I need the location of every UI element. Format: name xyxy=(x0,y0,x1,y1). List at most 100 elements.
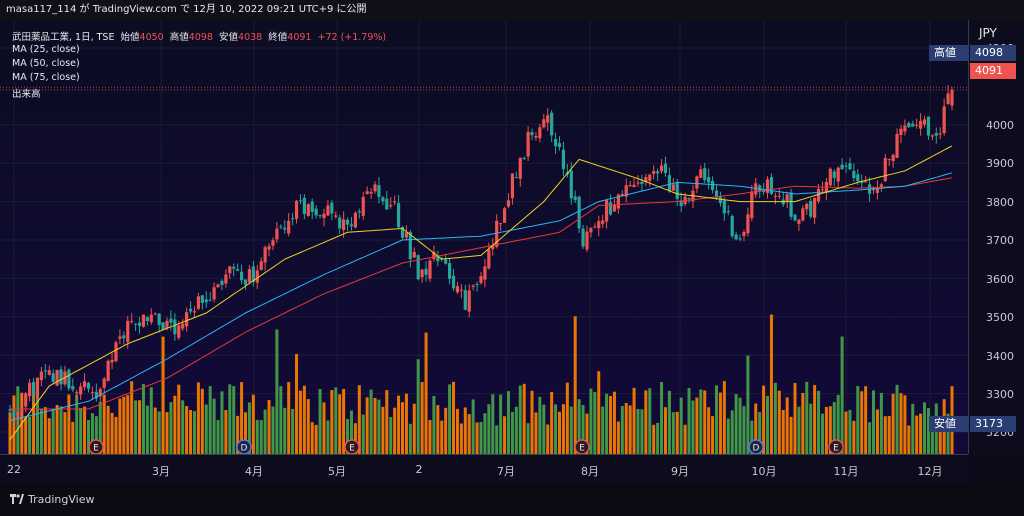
earnings-event-marker[interactable]: E xyxy=(828,439,844,454)
volume-bar xyxy=(601,406,605,454)
volume-bar xyxy=(605,393,609,454)
time-label: 8月 xyxy=(581,465,599,478)
earnings-event-marker[interactable]: E xyxy=(344,439,360,454)
candle-body xyxy=(192,311,197,313)
dividend-event-marker[interactable]: D xyxy=(748,439,764,454)
volume-bar xyxy=(636,409,640,454)
candle-body xyxy=(628,185,632,187)
candle-body xyxy=(259,261,263,270)
candle-body xyxy=(181,323,185,329)
event-marker-circle xyxy=(828,439,844,454)
volume-bar xyxy=(161,336,165,454)
candle-body xyxy=(416,255,420,280)
earnings-event-marker[interactable]: E xyxy=(574,439,590,454)
candle-body xyxy=(287,220,291,234)
candle-body xyxy=(455,286,460,293)
candle-body xyxy=(345,219,350,225)
volume-bar xyxy=(318,388,322,454)
candle-body xyxy=(915,124,919,126)
candle-body xyxy=(801,208,805,221)
legend-volume[interactable]: 出来高 xyxy=(12,89,41,100)
candle-body xyxy=(561,149,566,170)
volume-bar xyxy=(267,400,271,454)
candle-body xyxy=(608,202,613,215)
candle-body xyxy=(620,194,624,196)
price-tick: 3700 xyxy=(986,234,1014,247)
event-marker-circle xyxy=(344,439,360,454)
tradingview-icon xyxy=(10,494,24,504)
candle-body xyxy=(612,205,617,212)
candle-body xyxy=(365,191,369,195)
volume-bar xyxy=(718,392,722,454)
volume-bar xyxy=(534,412,538,454)
volume-bar xyxy=(773,382,777,454)
tradingview-logo[interactable]: TradingView xyxy=(10,493,94,506)
legend-low-value: 4038 xyxy=(238,32,263,43)
candle-body xyxy=(922,119,927,125)
volume-bar xyxy=(722,381,726,454)
candle-body xyxy=(750,191,754,219)
volume-bar xyxy=(145,405,149,454)
candle-body xyxy=(90,392,95,394)
candle-body xyxy=(738,238,742,240)
volume-bar xyxy=(412,403,416,454)
volume-bar xyxy=(558,411,561,454)
volume-bar xyxy=(620,406,624,454)
price-tick: 3400 xyxy=(986,350,1014,363)
candle-body xyxy=(334,215,338,217)
candle-body xyxy=(550,112,554,136)
volume-bar xyxy=(538,396,542,454)
volume-bar xyxy=(660,382,664,454)
volume-bar xyxy=(903,395,907,454)
candle-body xyxy=(51,373,55,382)
candle-body xyxy=(271,240,275,246)
volume-bar xyxy=(569,406,573,454)
candle-body xyxy=(557,143,562,148)
candle-body xyxy=(663,163,668,174)
candle-body xyxy=(24,393,28,407)
price-axis[interactable]: JPY 4200 4000 3900 3800 3700 3600 3500 3… xyxy=(968,20,1024,454)
candle-body xyxy=(581,228,585,247)
legend-ma50[interactable]: MA (50, close) xyxy=(12,58,80,69)
volume-bar xyxy=(118,398,122,454)
volume-bar xyxy=(581,404,585,454)
candle-body xyxy=(514,177,518,179)
volume-bar xyxy=(683,424,687,454)
volume-bar xyxy=(310,422,314,454)
candle-body xyxy=(828,168,832,186)
dividend-event-marker[interactable]: D xyxy=(236,439,252,454)
candle-body xyxy=(338,217,342,229)
volume-bar xyxy=(628,405,632,454)
candle-body xyxy=(703,168,707,181)
volume-bar xyxy=(432,395,436,454)
candle-body xyxy=(714,190,719,198)
candle-body xyxy=(864,181,868,183)
candle-body xyxy=(487,249,491,269)
volume-bar xyxy=(675,411,679,454)
time-axis[interactable]: 22 3月 4月 5月 2 7月 8月 9月 10月 11月 12月 xyxy=(0,454,968,484)
volume-bar xyxy=(393,407,397,454)
legend-ma25[interactable]: MA (25, close) xyxy=(12,44,80,55)
candle-body xyxy=(789,192,793,217)
volume-bar xyxy=(793,383,797,454)
volume-bar xyxy=(98,401,102,454)
candle-body xyxy=(389,204,393,207)
legend-open-value: 4050 xyxy=(139,32,164,43)
candle-body xyxy=(145,317,149,322)
volume-bar xyxy=(12,395,16,454)
volume-bar xyxy=(8,412,12,454)
price-tick: 3500 xyxy=(986,311,1014,324)
volume-bar xyxy=(726,418,730,454)
legend-ma75[interactable]: MA (75, close) xyxy=(12,72,80,83)
volume-bar xyxy=(181,400,185,454)
earnings-event-marker[interactable]: E xyxy=(88,439,104,454)
candle-body xyxy=(836,167,840,182)
volume-bar xyxy=(565,382,569,454)
volume-bar xyxy=(67,394,71,454)
ma25-line xyxy=(9,145,953,440)
volume-bar xyxy=(593,392,597,454)
candle-body xyxy=(632,184,636,188)
volume-bar xyxy=(35,393,39,454)
